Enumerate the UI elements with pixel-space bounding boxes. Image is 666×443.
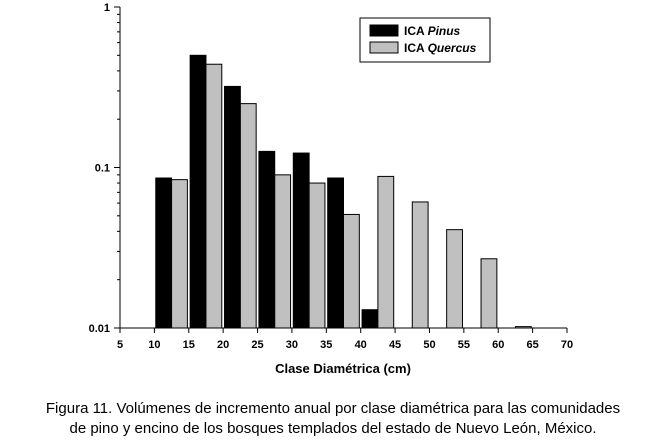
legend-swatch-pinus (369, 24, 399, 37)
bar-quercus-17.5 (205, 63, 223, 329)
bar-quercus-47.5 (411, 201, 429, 329)
bar-quercus-32.5 (308, 182, 326, 329)
bars-group (155, 54, 532, 329)
legend-label-pinus: ICA Pinus (404, 24, 461, 38)
bar-quercus-12.5 (171, 179, 188, 329)
legend-swatch-quercus (369, 41, 399, 54)
bar-quercus-22.5 (239, 103, 257, 329)
x-tick-label-70: 70 (561, 339, 573, 351)
x-tick-label-55: 55 (458, 339, 470, 351)
x-tick-label-50: 50 (423, 339, 435, 351)
x-tick-label-35: 35 (320, 339, 332, 351)
legend-label-quercus: ICA Quercus (404, 41, 477, 55)
caption-line-1: Figura 11. Volúmenes de incremento anual… (45, 400, 621, 417)
y-tick-label-0.01: 0.01 (89, 323, 110, 335)
bar-pinus-12.5 (155, 177, 173, 329)
bar-pinus-27.5 (258, 150, 276, 329)
x-tick-label-45: 45 (389, 339, 401, 351)
y-tick-label-0.1: 0.1 (95, 163, 110, 175)
bar-chart: 5 10 15 20 25 30 35 40 45 50 55 60 65 70 0.01 0.1 1 Clas… (89, 2, 574, 376)
bar-pinus-37.5 (327, 177, 344, 329)
bar-quercus-42.5 (377, 175, 395, 329)
bar-quercus-37.5 (343, 213, 360, 329)
x-tick-label-20: 20 (217, 339, 229, 351)
bar-quercus-27.5 (274, 174, 292, 329)
x-tick-label-40: 40 (355, 339, 367, 351)
x-tick-label-65: 65 (526, 339, 538, 351)
x-tick-label-25: 25 (251, 339, 263, 351)
x-tick-label-60: 60 (492, 339, 504, 351)
legend: ICA Pinus ICA Quercus (359, 17, 491, 63)
bar-quercus-52.5 (446, 229, 463, 329)
figure-caption: Figura 11. Volúmenes de incremento anual… (0, 399, 666, 439)
bar-pinus-17.5 (189, 54, 207, 329)
bar-pinus-22.5 (224, 85, 241, 329)
bar-pinus-32.5 (292, 152, 310, 329)
x-tick-label-30: 30 (286, 339, 298, 351)
bar-quercus-57.5 (480, 258, 498, 329)
x-axis-title: Clase Diamétrica (cm) (275, 361, 411, 376)
ticks-group: 5 10 15 20 25 30 35 40 45 50 55 60 65 70 0.01 0.1 1 (89, 2, 574, 351)
bar-pinus-42.5 (361, 309, 379, 329)
x-tick-label-10: 10 (148, 339, 160, 351)
caption-line-2: de pino y encino de los bosques templado… (69, 420, 597, 437)
y-tick-label-1: 1 (104, 2, 110, 14)
x-tick-label-5: 5 (117, 339, 123, 351)
x-tick-label-15: 15 (183, 339, 195, 351)
